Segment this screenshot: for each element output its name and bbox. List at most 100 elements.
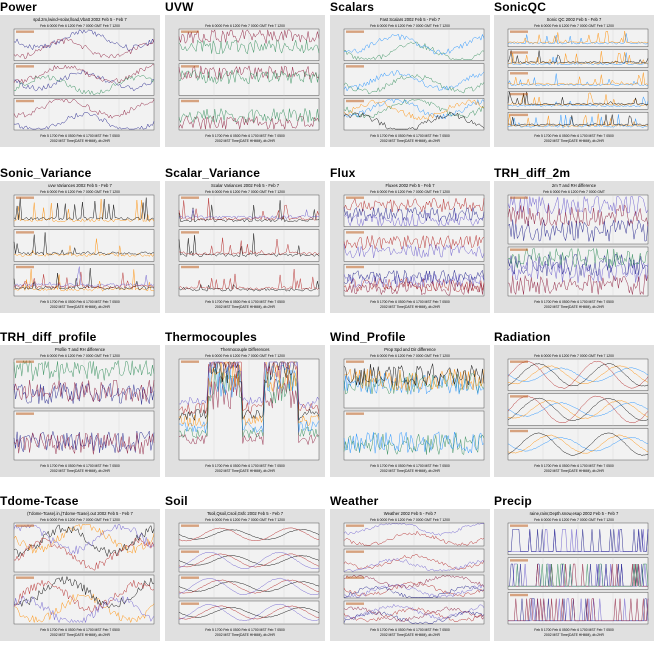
plot-thumbnail-title[interactable]: Scalars (330, 0, 375, 14)
plot-thumbnail-svg: Feb 6 0000 Feb 6 1200 Feb 7 0000 GMT Feb… (178, 24, 320, 143)
data-series-line (343, 112, 485, 130)
data-series-line (13, 382, 155, 405)
bottom-axis-ticks: Feb 5 1700 Feb 6 0500 Feb 6 1700 MST Feb… (370, 134, 450, 138)
data-series-line (343, 41, 485, 61)
panel-legend (181, 576, 199, 579)
plot-thumbnail-image[interactable]: Fast Scalars 2002 Feb 5 - Feb 7 Feb 6 000… (330, 15, 490, 147)
data-series-line (507, 436, 649, 452)
data-series-line (507, 365, 649, 385)
plot-thumbnail-title[interactable]: Tdome-Tcase (0, 494, 79, 508)
data-series-line (13, 232, 155, 256)
plot-thumbnail-title[interactable]: TRH_diff_2m (494, 166, 571, 180)
plot-thumbnail-image[interactable]: spd.2m,lwind+solar,lload,Vbatt 2002 Feb … (0, 15, 160, 147)
panel-legend (181, 602, 199, 605)
data-series-line (13, 112, 155, 130)
plot-thumbnail-image[interactable]: Tsoil,Qsoil,Csoil,Gsfc 2002 Feb 5 - Feb … (165, 509, 325, 641)
x-axis-label: 2002 MST Time(DATE HHMM), dt=2HR (50, 139, 110, 143)
data-series-line (507, 196, 649, 216)
panel-legend (346, 550, 364, 553)
data-series-line (343, 213, 485, 227)
data-series-line (13, 29, 155, 51)
plot-thumbnail-title[interactable]: Precip (494, 494, 532, 508)
plot-thumbnail-image[interactable]: uvw Variances 2002 Feb 5 - Feb 7 Feb 6 00… (0, 181, 160, 313)
plot-thumbnail-title[interactable]: UVW (165, 0, 194, 14)
bottom-axis-ticks: Feb 5 1700 Feb 6 0500 Feb 6 1700 MST Feb… (205, 464, 285, 468)
figure-title: 2m T and RH difference (552, 183, 597, 188)
top-axis-ticks: Feb 6 0000 Feb 6 1200 Feb 7 0000 GMT Feb… (205, 190, 285, 194)
plot-thumbnail-svg: spd.2m,lwind+solar,lload,Vbatt 2002 Feb … (13, 17, 155, 143)
plot-thumbnail-title[interactable]: SonicQC (494, 0, 547, 14)
plot-thumbnail-image[interactable]: Sonic QC 2002 Feb 5 - Feb 7 Feb 6 0000 Fe… (494, 15, 654, 147)
panel-legend (16, 360, 34, 363)
plot-thumbnail-image[interactable]: Feb 6 0000 Feb 6 1200 Feb 7 0000 GMT Feb… (494, 345, 654, 477)
plot-thumbnail-title[interactable]: Weather (330, 494, 379, 508)
plot-thumbnail-image[interactable]: raine,rainr,Depth.snow,esap 2002 Feb 5 -… (494, 509, 654, 641)
plot-thumbnail-image[interactable]: Scalar Variances 2002 Feb 5 - Feb 7 Feb 6… (165, 181, 325, 313)
plot-thumbnail-image[interactable]: Feb 6 0000 Feb 6 1200 Feb 7 0000 GMT Feb… (165, 15, 325, 147)
data-series-line (343, 581, 485, 597)
panel-legend (181, 99, 199, 103)
plot-thumbnail-image[interactable]: Prop Spd and Dir difference Feb 6 0000 Fe… (330, 345, 490, 477)
bottom-axis-ticks: Feb 5 1700 Feb 6 0500 Feb 6 1700 MST Feb… (205, 628, 285, 632)
panel-legend (346, 231, 364, 234)
data-series-line (13, 593, 155, 624)
data-series-line (343, 277, 485, 293)
data-series-line (178, 607, 320, 618)
data-series-line (13, 380, 155, 403)
panel-legend (16, 231, 34, 234)
data-series-line (13, 38, 155, 60)
plot-thumbnail-svg: Fast Scalars 2002 Feb 5 - Feb 7 Feb 6 000… (343, 17, 485, 143)
data-series-line (343, 197, 485, 213)
data-series-line (507, 91, 649, 106)
plot-thumbnail-title[interactable]: Radiation (494, 330, 551, 344)
panel-legend (16, 524, 34, 527)
data-series-line (343, 607, 485, 623)
top-axis-ticks: Feb 6 0000 Feb 6 1200 Feb 7 0000 GMT Feb… (205, 518, 285, 522)
panel-legend (346, 196, 364, 199)
data-series-line (507, 52, 649, 66)
plot-thumbnail-image[interactable]: Weather 2002 Feb 5 - Feb 7 Feb 6 0000 Feb… (330, 509, 490, 641)
panel-legend (181, 265, 199, 269)
data-series-line (178, 65, 320, 80)
data-series-line (13, 267, 155, 290)
plot-thumbnail-title[interactable]: TRH_diff_profile (0, 330, 97, 344)
data-series-line (507, 218, 649, 242)
panel-legend (16, 196, 34, 199)
plot-thumbnail-image[interactable]: (Tdome-Tcase).in,(Tdome-Tcase).out 2002 … (0, 509, 160, 641)
plot-thumbnail-image[interactable]: Fluxes 2002 Feb 5 - Feb 7 Feb 6 0000 Feb … (330, 181, 490, 313)
plot-thumbnail-image[interactable]: 2m T and RH difference Feb 6 0000 Feb 6 1… (494, 181, 654, 313)
data-series-line (14, 269, 155, 292)
data-series-line (508, 598, 649, 622)
data-series-line (507, 92, 649, 107)
data-series-line (343, 603, 485, 620)
plot-thumbnail-title[interactable]: Soil (165, 494, 188, 508)
data-series-line (507, 50, 649, 64)
panel-legend (346, 30, 364, 33)
data-series-line (13, 430, 155, 453)
plot-thumbnail-image[interactable]: Thermocouple Differences Feb 6 0000 Feb 6… (165, 345, 325, 477)
data-series-line (343, 432, 485, 455)
plot-thumbnail-title[interactable]: Flux (330, 166, 356, 180)
panel-legend (346, 602, 364, 605)
plot-thumbnail-title[interactable]: Scalar_Variance (165, 166, 261, 180)
top-axis-ticks: Feb 6 0000 Feb 6 1200 Feb 7 0000 GMT Feb… (205, 354, 285, 358)
plot-thumbnail-title[interactable]: Power (0, 0, 38, 14)
plot-thumbnail-title[interactable]: Sonic_Variance (0, 166, 92, 180)
data-series-line (178, 553, 320, 568)
panel-legend (510, 113, 528, 117)
plot-thumbnail-title[interactable]: Thermocouples (165, 330, 257, 344)
data-series-line (13, 523, 155, 555)
data-series-line (507, 434, 649, 454)
data-series-line (178, 361, 320, 409)
data-series-line (343, 368, 485, 391)
data-series-line (343, 363, 485, 386)
panel-legend (346, 524, 364, 527)
data-series-line (343, 431, 485, 454)
data-series-line (178, 577, 320, 595)
plot-thumbnail-image[interactable]: Profile T and RH difference Feb 6 0000 Fe… (0, 345, 160, 477)
panel-legend (16, 65, 34, 68)
data-series-line (13, 359, 155, 381)
data-series-line (13, 537, 155, 571)
bottom-axis-ticks: Feb 5 1700 Feb 6 0500 Feb 6 1700 MST Feb… (205, 134, 285, 138)
plot-thumbnail-title[interactable]: Wind_Profile (330, 330, 406, 344)
